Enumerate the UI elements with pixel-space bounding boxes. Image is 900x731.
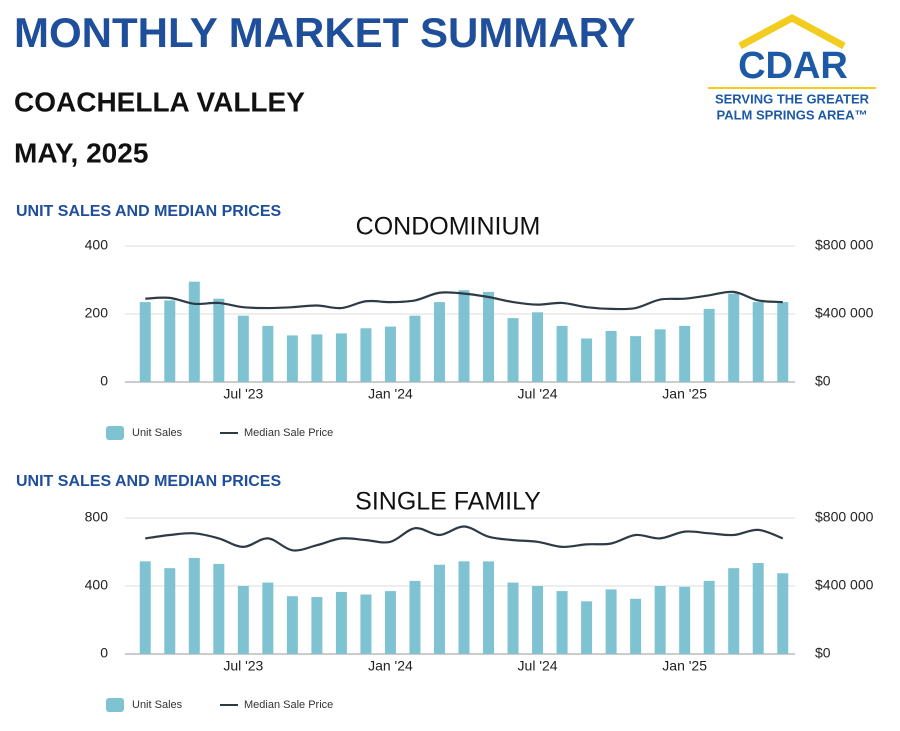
bar [384, 326, 396, 382]
bar [630, 598, 642, 654]
x-tick-label: Jan '24 [368, 658, 413, 674]
bar [213, 298, 225, 382]
bar [581, 601, 593, 654]
bar [335, 591, 347, 654]
bar [556, 591, 568, 654]
bar [409, 580, 421, 654]
bar [237, 315, 249, 382]
bar [507, 318, 519, 382]
bar [728, 293, 740, 382]
y2-tick-label: $800 000 [815, 509, 874, 525]
bar [581, 338, 593, 382]
bar [360, 328, 372, 382]
bar [703, 580, 715, 654]
y-tick-label: 200 [85, 305, 109, 321]
bar [458, 561, 470, 654]
section-label: UNIT SALES AND MEDIAN PRICES [16, 473, 282, 490]
bar [752, 302, 764, 382]
bar [262, 325, 274, 382]
bar [139, 561, 151, 654]
bar [679, 586, 691, 654]
region: COACHELLA VALLEY [14, 86, 305, 117]
legend-label: Unit Sales [132, 699, 183, 711]
bar [188, 557, 200, 654]
y-tick-label: 400 [85, 237, 109, 253]
x-tick-label: Jan '25 [662, 658, 707, 674]
logo-tagline: SERVING THE GREATER [715, 91, 870, 106]
bar [286, 335, 298, 382]
bar [335, 333, 347, 382]
bar [311, 334, 323, 382]
bar [164, 568, 176, 654]
chart-title: SINGLE FAMILY [355, 488, 541, 516]
bar [679, 325, 691, 382]
bar [532, 312, 544, 382]
bar [433, 302, 445, 382]
bar [188, 281, 200, 382]
bar [605, 589, 617, 654]
logo-roof [738, 14, 846, 50]
date: MAY, 2025 [14, 137, 148, 168]
bar [777, 302, 789, 382]
bar [654, 329, 666, 382]
y-tick-label: 0 [100, 373, 108, 389]
line [145, 525, 784, 552]
y2-tick-label: $400 000 [815, 305, 874, 321]
bar [409, 315, 421, 382]
x-tick-label: Jul '24 [518, 658, 558, 674]
legend-swatch [106, 426, 124, 440]
page-title: MONTHLY MARKET SUMMARY [14, 9, 635, 56]
bar [360, 594, 372, 654]
bar [703, 308, 715, 382]
legend-label: Median Sale Price [244, 427, 333, 439]
bar [433, 564, 445, 654]
chart-title: CONDOMINIUM [356, 213, 541, 241]
bar [286, 596, 298, 654]
bar [654, 586, 666, 654]
x-tick-label: Jul '23 [223, 658, 263, 674]
bar [213, 563, 225, 654]
bar [237, 586, 249, 654]
x-tick-label: Jul '23 [223, 386, 263, 402]
bar [164, 300, 176, 382]
bar [777, 573, 789, 654]
y-tick-label: 400 [85, 577, 109, 593]
bar [728, 568, 740, 654]
logo-name: CDAR [738, 45, 848, 87]
bar [507, 582, 519, 654]
bar [605, 331, 617, 382]
bar [752, 563, 764, 654]
x-tick-label: Jan '24 [368, 386, 413, 402]
x-tick-label: Jan '25 [662, 386, 707, 402]
y2-tick-label: $400 000 [815, 577, 874, 593]
bar [311, 597, 323, 654]
x-tick-label: Jul '24 [518, 386, 558, 402]
legend-swatch [106, 698, 124, 712]
legend-label: Unit Sales [132, 427, 183, 439]
bar [483, 291, 495, 382]
y-tick-label: 0 [100, 645, 108, 661]
bar [532, 586, 544, 654]
y2-tick-label: $800 000 [815, 237, 874, 253]
legend-label: Median Sale Price [244, 699, 333, 711]
line [145, 290, 783, 311]
y-tick-label: 800 [85, 509, 109, 525]
logo: CDAR SERVING THE GREATER PALM SPRINGS AR… [708, 14, 876, 122]
bar [384, 591, 396, 654]
y2-tick-label: $0 [815, 645, 831, 661]
bar [556, 325, 568, 382]
logo-tagline: PALM SPRINGS AREA™ [717, 107, 868, 122]
bar [458, 290, 470, 382]
y2-tick-label: $0 [815, 373, 831, 389]
section-label: UNIT SALES AND MEDIAN PRICES [16, 203, 282, 220]
bar [262, 582, 274, 654]
bar [483, 561, 495, 654]
bar [139, 302, 151, 382]
bar [630, 336, 642, 382]
